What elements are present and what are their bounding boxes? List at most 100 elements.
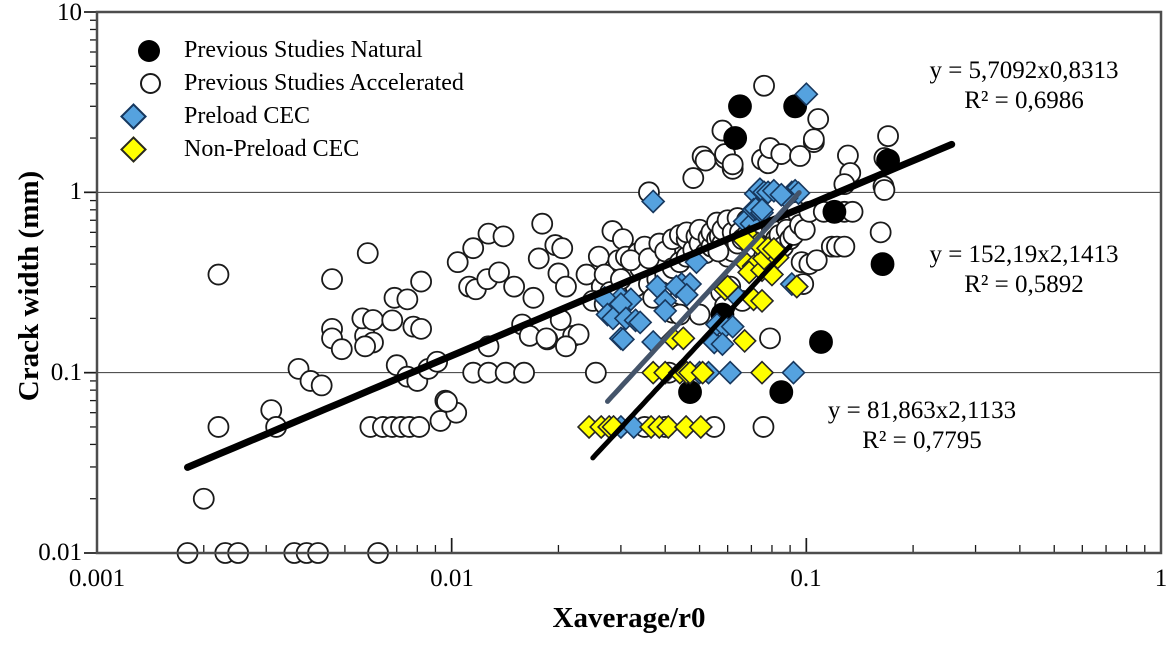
legend-item-accelerated: Previous Studies Accelerated: [120, 67, 464, 100]
point-1: [551, 237, 574, 260]
point-1: [555, 335, 577, 358]
point-1: [462, 237, 485, 260]
point-1: [752, 416, 775, 438]
x-tick-1: 1: [1154, 565, 1168, 592]
legend-item-natural: Previous Studies Natural: [120, 34, 464, 67]
point-2: [710, 331, 735, 357]
point-2: [720, 314, 745, 339]
legend: Previous Studies Natural Previous Studie…: [120, 34, 464, 166]
point-0: [728, 94, 752, 119]
point-2: [718, 360, 743, 385]
equation-nonpreload-fit: y = 81,863x2,1133 R² = 0,7795: [770, 396, 1074, 456]
point-1: [310, 374, 333, 397]
point-3: [656, 414, 681, 440]
blue-diamond-icon: [120, 103, 147, 130]
equation-r2: R² = 0,5892: [964, 271, 1084, 298]
point-1: [330, 338, 353, 361]
point-3: [715, 274, 740, 299]
point-0: [822, 199, 847, 224]
point-1: [410, 317, 432, 340]
y-tick-1: 1: [69, 178, 83, 205]
point-1: [807, 108, 830, 130]
point-1: [694, 149, 717, 172]
point-1: [522, 286, 545, 309]
point-1: [721, 153, 744, 176]
point-2: [664, 274, 689, 299]
point-1: [356, 242, 379, 265]
equation-line: y = 152,19x2,1413: [929, 241, 1119, 268]
equation-line: y = 81,863x2,1133: [827, 397, 1017, 424]
point-1: [436, 390, 458, 413]
legend-label: Previous Studies Natural: [184, 37, 423, 63]
point-0: [769, 380, 794, 405]
point-1: [207, 416, 230, 438]
point-0: [723, 126, 748, 150]
point-0: [809, 330, 833, 354]
point-3: [690, 360, 715, 385]
point-2: [610, 327, 636, 352]
point-1: [619, 249, 642, 272]
open-circle-icon: [140, 73, 161, 94]
point-2: [769, 182, 794, 207]
point-1: [362, 309, 384, 331]
point-1: [587, 245, 610, 268]
x-tick-0.1: 0.1: [790, 565, 822, 592]
filled-circle-icon: [138, 39, 160, 62]
point-1: [410, 270, 432, 293]
point-2: [641, 189, 666, 214]
point-2: [781, 360, 806, 385]
point-1: [488, 261, 510, 284]
point-0: [870, 252, 895, 276]
point-2: [674, 282, 699, 308]
point-3: [784, 274, 809, 299]
point-1: [793, 218, 816, 241]
equation-r2: R² = 0,7795: [862, 427, 982, 454]
point-1: [869, 221, 892, 244]
point-1: [527, 247, 550, 270]
trendline-2: [590, 243, 793, 461]
point-3: [749, 360, 775, 385]
point-1: [555, 275, 577, 298]
point-1: [877, 125, 899, 148]
y-tick-0.1: 0.1: [50, 359, 82, 386]
point-3: [688, 414, 713, 440]
legend-item-nonpreload: Non-Preload CEC: [120, 133, 464, 166]
point-1: [446, 251, 469, 274]
point-1: [492, 225, 515, 248]
plot-frame: [95, 10, 1163, 555]
trendline-1: [605, 190, 802, 404]
point-2: [628, 310, 653, 335]
point-1: [584, 361, 607, 384]
point-1: [802, 128, 825, 151]
equation-r2: R² = 0,6986: [964, 87, 1084, 114]
equation-preload-fit: y = 152,19x2,1413 R² = 0,5892: [878, 240, 1169, 300]
x-axis-label: Xaverage/r0: [552, 602, 706, 634]
y-tick-10: 10: [57, 0, 82, 26]
point-2: [653, 298, 678, 324]
point-1: [513, 361, 535, 384]
point-0: [783, 94, 808, 119]
point-3: [671, 326, 696, 351]
point-2: [794, 82, 819, 107]
point-3: [749, 288, 775, 314]
point-1: [321, 268, 343, 291]
y-tick-0.01: 0.01: [38, 539, 82, 566]
point-1: [192, 487, 215, 510]
point-1: [753, 74, 775, 97]
legend-item-preload: Preload CEC: [120, 100, 464, 133]
legend-label: Previous Studies Accelerated: [184, 70, 464, 96]
equation-line: y = 5,7092x0,8313: [929, 57, 1119, 84]
x-tick-0.001: 0.001: [68, 565, 126, 592]
point-1: [682, 167, 705, 189]
legend-label: Preload CEC: [184, 103, 310, 129]
point-1: [396, 288, 419, 311]
point-1: [759, 327, 781, 350]
y-axis-label: Crack width (mm): [13, 170, 45, 402]
point-1: [354, 335, 376, 358]
legend-label: Non-Preload CEC: [184, 136, 360, 162]
trendline-0: [184, 140, 956, 471]
point-1: [503, 275, 526, 298]
point-1: [381, 309, 404, 332]
point-1: [535, 327, 558, 350]
